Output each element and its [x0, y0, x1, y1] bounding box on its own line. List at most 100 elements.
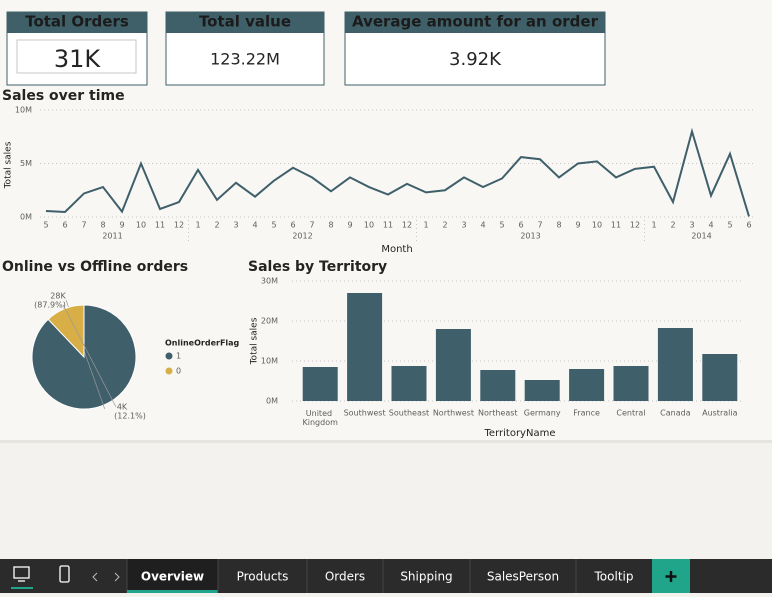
- y-axis-title: Total sales: [250, 317, 260, 365]
- chart-title: Sales by Territory: [248, 259, 387, 275]
- next-page-arrow[interactable]: [114, 572, 120, 582]
- y-tick-label: 0M: [20, 213, 32, 222]
- tab-label[interactable]: Shipping: [400, 570, 452, 584]
- bar: [347, 293, 383, 401]
- tab-label[interactable]: Products: [237, 570, 289, 584]
- x-tick-label: 8: [100, 221, 105, 230]
- card-inner: [16, 39, 137, 74]
- x-tick-label: 12: [174, 221, 184, 230]
- page-tab[interactable]: [470, 559, 576, 593]
- card-title: Average amount for an order: [352, 13, 599, 31]
- page-tab[interactable]: [383, 559, 470, 593]
- bar: [524, 380, 560, 401]
- canvas-shadow: [0, 440, 772, 443]
- add-page-button[interactable]: [652, 559, 690, 593]
- leader-line: [62, 304, 117, 408]
- x-group-label: 2013: [520, 232, 540, 241]
- tab-label[interactable]: Orders: [325, 570, 365, 584]
- page-tab[interactable]: [307, 559, 383, 593]
- x-tick-label: Southwest: [344, 409, 386, 418]
- x-tick-label: Central: [616, 409, 645, 418]
- y-tick-label: 10M: [261, 357, 278, 366]
- card: Average amount for an order 3.92K: [344, 11, 606, 86]
- legend-label: 1: [176, 352, 181, 361]
- x-tick-label: 7: [537, 221, 542, 230]
- x-tick-label: 4: [708, 221, 713, 230]
- desktop-view-icon[interactable]: [13, 566, 30, 582]
- view-indicator: [11, 587, 33, 589]
- bar: [702, 354, 738, 401]
- x-tick-label: Southeast: [389, 409, 429, 418]
- x-tick-label: 6: [290, 221, 295, 230]
- tab-label[interactable]: Tooltip: [594, 570, 634, 584]
- x-tick-label: Australia: [702, 409, 737, 418]
- x-tick-label: 1: [651, 221, 656, 230]
- y-tick-label: 5M: [20, 159, 32, 168]
- x-group-label: 2012: [292, 232, 312, 241]
- bar: [302, 367, 338, 401]
- x-tick-label: 1: [423, 221, 428, 230]
- x-tick-label: 1: [195, 221, 200, 230]
- tab-label[interactable]: Overview: [141, 570, 204, 584]
- x-tick-label: 11: [155, 221, 165, 230]
- x-tick-label: 12: [402, 221, 412, 230]
- bar: [657, 328, 693, 401]
- x-tick-label: 9: [347, 221, 352, 230]
- x-tick-label: 6: [518, 221, 523, 230]
- x-axis-title: Month: [381, 244, 412, 255]
- page-tab[interactable]: [576, 559, 652, 593]
- mobile-view-icon[interactable]: [59, 565, 70, 583]
- data-label: 28K: [50, 292, 66, 301]
- prev-page-arrow[interactable]: [92, 572, 98, 582]
- x-tick-label: 11: [611, 221, 621, 230]
- x-tick-label: 5: [43, 221, 48, 230]
- card-title: Total value: [199, 13, 291, 31]
- x-tick-label: Northeast: [478, 409, 518, 418]
- active-tab-indicator: [127, 590, 218, 593]
- legend-marker: [165, 367, 173, 375]
- y-tick-label: 30M: [261, 277, 278, 286]
- legend-marker: [165, 352, 173, 360]
- x-tick-label: Northwest: [433, 409, 474, 418]
- x-tick-label: 10: [592, 221, 602, 230]
- x-tick-label: 10: [364, 221, 374, 230]
- x-tick-label: 6: [62, 221, 67, 230]
- x-tick-label: United Kingdom: [303, 409, 339, 427]
- line-series: [45, 127, 750, 217]
- y-tick-label: 10M: [15, 106, 32, 115]
- x-tick-label: 8: [328, 221, 333, 230]
- x-tick-label: 3: [689, 221, 694, 230]
- bar: [569, 369, 605, 401]
- x-group-label: 2011: [102, 232, 122, 241]
- tab-label[interactable]: SalesPerson: [487, 570, 559, 584]
- x-tick-label: 2: [214, 221, 219, 230]
- bar: [480, 370, 516, 401]
- x-tick-label: 5: [727, 221, 732, 230]
- x-tick-label: 5: [271, 221, 276, 230]
- card-header: [7, 12, 147, 33]
- card-header: [166, 12, 324, 33]
- bar: [435, 329, 471, 401]
- percent-label: (12.1%): [114, 412, 146, 421]
- x-axis-title: TerritoryName: [484, 428, 556, 439]
- bar: [613, 366, 649, 401]
- x-tick-label: 4: [480, 221, 485, 230]
- x-tick-label: 8: [556, 221, 561, 230]
- bar: [391, 366, 427, 401]
- x-tick-label: 7: [81, 221, 86, 230]
- data-label: 4K: [117, 403, 128, 412]
- y-tick-label: 0M: [266, 397, 278, 406]
- card-title: Total Orders: [25, 13, 129, 31]
- x-group-label: 2014: [691, 232, 711, 241]
- x-tick-label: 2: [670, 221, 675, 230]
- x-tick-label: 7: [309, 221, 314, 230]
- page-tab[interactable]: [218, 559, 307, 593]
- page-tab[interactable]: [127, 559, 218, 593]
- card-value: 3.92K: [449, 49, 502, 70]
- pie-slice: [47, 304, 85, 359]
- x-tick-label: 11: [383, 221, 393, 230]
- x-tick-label: 5: [499, 221, 504, 230]
- legend-label: 0: [176, 367, 181, 376]
